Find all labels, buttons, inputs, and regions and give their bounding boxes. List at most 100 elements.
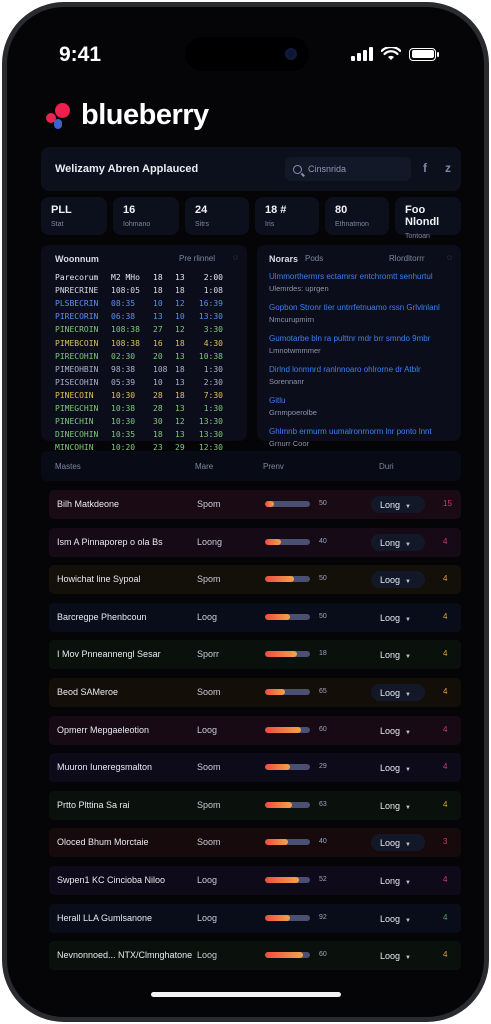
column-header[interactable]: Mare [195, 462, 214, 471]
schedule-cell: 108:38 [111, 338, 140, 348]
table-row[interactable]: Howichat line Sypoal Spom 50 Loog ▼ 4 [49, 565, 461, 595]
schedule-row[interactable]: PINECHIN 10:30 30 12 13:30 [55, 415, 241, 428]
table-row[interactable]: Opmerr Mepgaeleotion Loog 60 Loog ▼ 4 [49, 715, 461, 745]
stat-card[interactable]: 80 Ethnatmon [325, 197, 389, 235]
row-mode: Loog [197, 950, 218, 961]
duration-select[interactable]: Long ▼ [371, 646, 425, 663]
column-header[interactable]: Mastes [55, 462, 81, 471]
news-item: Gitlu Grnmpoerolbe [269, 395, 453, 419]
filter-icon[interactable]: f [423, 161, 427, 175]
duration-label: Long [380, 650, 401, 661]
news-meta: Grnmpoerolbe [269, 408, 317, 417]
table-row[interactable]: I Mov Pnneannengl Sesar Sporr 18 Long ▼ 4 [49, 640, 461, 670]
table-row[interactable]: Bilh Matkdeone Spom 50 Long ▼ 15 [49, 490, 461, 519]
table-row[interactable]: Nevnonnoed... NTX/Clmnghatone Loog 60 Loog ▼… [49, 941, 461, 971]
status-icons [351, 47, 439, 61]
news-link[interactable]: Gopbon Stronr tier untrrfetnuamo rssn Gr… [269, 303, 440, 312]
table-row[interactable]: Muuron Iuneregsmalton Soom 29 Loog ▼ 4 [49, 753, 461, 783]
duration-select[interactable]: Loog ▼ [371, 947, 425, 964]
schedule-row[interactable]: PIMEOHBIN 98:38 108 18 1:30 [55, 363, 241, 376]
table-row[interactable]: Oloced Bhum Morctaie Soom 40 Loog ▼ 3 [49, 828, 461, 858]
duration-select[interactable]: Loog ▼ [371, 834, 425, 852]
progress-bar [265, 952, 310, 959]
stat-card[interactable]: 16 Iohmano [113, 197, 179, 235]
duration-select[interactable]: Long ▼ [371, 797, 425, 814]
home-indicator[interactable] [151, 992, 341, 997]
stat-label: Iris [265, 221, 275, 228]
table-row[interactable]: Barcregpe Phenbcoun Loog 50 Loog ▼ 4 [49, 602, 461, 632]
duration-select[interactable]: Loog ▼ [371, 609, 425, 626]
duration-select[interactable]: Loog ▼ [371, 684, 425, 701]
table-row[interactable]: Beod SAMeroe Soom 65 Loog ▼ 4 [49, 678, 461, 707]
chevron-icon[interactable]: ◌ [233, 253, 238, 262]
schedule-row[interactable]: DINECOHIN 10:35 18 13 13:30 [55, 428, 241, 441]
schedule-row[interactable]: PINECOIN 10:30 28 18 7:30 [55, 389, 241, 402]
news-link[interactable]: Ulmmorthermrs ectamrsr entchromtt senhur… [269, 272, 433, 281]
schedule-cell: 12 [175, 417, 185, 427]
brand-logo[interactable]: blueberry [45, 99, 209, 132]
schedule-row[interactable]: MINCOHIN 10:20 23 29 12:30 [55, 441, 241, 454]
stat-value: 18 # [265, 204, 287, 216]
row-percent: 63 [319, 800, 327, 808]
chevron-down-icon: ▼ [405, 504, 411, 510]
stat-label: Sitrs [195, 221, 209, 228]
row-name: Ism A Pinnaporep o ola Bs [57, 536, 163, 547]
schedule-cell: 108:38 [111, 325, 140, 335]
table-row[interactable]: Ism A Pinnaporep o ola Bs Loong 40 Long ▼ 4 [49, 527, 461, 557]
dynamic-island [185, 37, 309, 71]
row-flag: 4 [443, 574, 448, 584]
column-header[interactable]: Duri [379, 462, 394, 471]
search-input[interactable]: Cinsnrida [285, 157, 411, 181]
duration-select[interactable]: Loog ▼ [371, 759, 425, 776]
progress-bar [265, 651, 310, 658]
schedule-row[interactable]: PIRECORIN 06:38 13 10 13:30 [55, 310, 241, 323]
schedule-row[interactable]: PISECOHIN 05:39 10 13 2:30 [55, 376, 241, 389]
schedule-cell: 1:30 [203, 403, 223, 413]
stat-card[interactable]: 24 Sitrs [185, 197, 249, 235]
schedule-cell: 27 [153, 325, 163, 335]
schedule-row[interactable]: Parecorum M2 MHo 18 13 2:00 [55, 271, 241, 284]
duration-select[interactable]: Loog ▼ [371, 722, 425, 739]
schedule-cell: 05:39 [111, 377, 136, 387]
stat-label: Tontoan [405, 233, 430, 240]
schedule-cell: 10:38 [111, 403, 136, 413]
row-flag: 4 [443, 649, 448, 659]
schedule-row[interactable]: PIMEGCHIN 10:38 28 13 1:30 [55, 402, 241, 415]
row-percent: 40 [319, 537, 327, 545]
chevron-icon[interactable]: ◌ [447, 253, 452, 262]
schedule-title: Woonnum [55, 254, 99, 264]
schedule-row[interactable]: PIRECOHIN 02:30 20 13 10:38 [55, 350, 241, 363]
news-link[interactable]: Gumotarbe bln ra pulttnr mdr brr smndo 9… [269, 334, 431, 343]
duration-select[interactable]: Loog ▼ [371, 910, 425, 927]
progress-fill [265, 914, 290, 921]
schedule-row[interactable]: PLSBECRIN 08:35 10 12 16:39 [55, 297, 241, 310]
row-percent: 52 [319, 876, 327, 883]
stat-card[interactable]: 18 # Iris [255, 197, 319, 235]
duration-select[interactable]: Long ▼ [371, 872, 425, 889]
column-header[interactable]: Prenv [263, 462, 284, 471]
stat-card[interactable]: Foo Nlondl Tontoan [395, 197, 461, 240]
duration-select[interactable]: Loog ▼ [371, 571, 425, 589]
schedule-cell: 16 [153, 338, 163, 348]
stat-card[interactable]: PLL Stat [41, 197, 107, 235]
chevron-down-icon: ▼ [405, 729, 411, 736]
table-row[interactable]: Herall LLA Gumlsanone Loog 92 Loog ▼ 4 [49, 903, 461, 933]
schedule-row[interactable]: PNRECRINE 108:05 18 18 1:08 [55, 284, 241, 297]
news-link[interactable]: Dirlnd lonmnrd ranlnnoaro ohlrorne dr At… [269, 365, 421, 374]
news-link[interactable]: Gitlu [269, 396, 286, 405]
duration-label: Loog [380, 838, 401, 849]
duration-select[interactable]: Long ▼ [371, 533, 425, 551]
table-row[interactable]: Swpen1 KC Cincioba Niloo Loog 52 Long ▼ 4 [49, 866, 461, 895]
status-time: 9:41 [59, 43, 102, 66]
table-row[interactable]: Prtto Plttina Sa rai Spom 63 Long ▼ 4 [49, 790, 461, 820]
duration-select[interactable]: Long ▼ [371, 496, 425, 513]
chevron-down-icon: ▼ [405, 804, 411, 811]
schedule-row[interactable]: PINECROIN 108:38 27 12 3:30 [55, 323, 241, 336]
schedule-row[interactable]: PIMEBCOIN 108:38 16 18 4:30 [55, 336, 241, 349]
row-name: Muuron Iuneregsmalton [57, 762, 153, 773]
schedule-cell: PIRECORIN [55, 312, 99, 322]
news-link[interactable]: Ghlmnb ermurm uumalronrnorm lnr ponto ln… [269, 427, 432, 436]
menu-icon[interactable]: z [445, 161, 451, 175]
row-flag: 4 [443, 762, 448, 772]
stat-value: Foo Nlondl [405, 204, 440, 228]
